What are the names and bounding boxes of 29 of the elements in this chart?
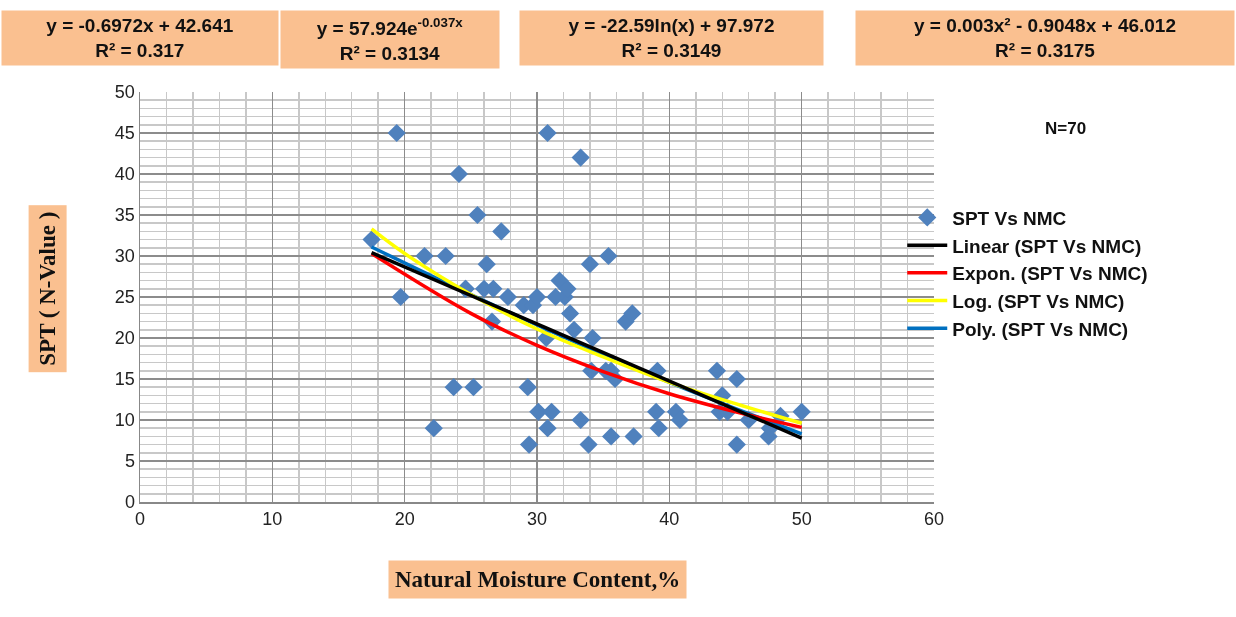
y-tick-label: 45 [114,123,135,144]
y-tick-label: 10 [114,410,135,431]
legend-label: Poly. (SPT Vs NMC) [952,318,1129,340]
y-tick-label: 20 [114,328,135,349]
y-tick-label: 40 [114,164,135,185]
y-axis-title: SPT ( N-Value ) [35,211,61,366]
x-tick-label: 10 [262,509,283,530]
text: y = 57.924e$^{-0.037x}$ R² = 0.3134 [316,15,464,64]
y-tick-label: 15 [114,369,135,390]
y-tick-label: 5 [124,451,135,472]
x-tick-label: 40 [659,509,680,530]
x-tick-label: 20 [394,509,415,530]
text: y = -0.6972x + 42.641 R² = 0.317 [46,15,234,61]
x-tick-label: 60 [923,509,945,530]
y-tick-label: 0 [124,492,135,513]
y-tick-label: 25 [114,287,135,308]
legend-label: Linear (SPT Vs NMC) [952,235,1142,257]
x-tick-label: 50 [791,509,812,530]
text: N=70 [1045,119,1087,138]
legend-label: Expon. (SPT Vs NMC) [952,263,1148,285]
x-axis-title: Natural Moisture Content,% [395,567,681,592]
text: y = -22.59ln(x) + 97.972 R² = 0.3149 [568,15,775,61]
x-tick-label: 30 [526,509,548,530]
text: y = 0.003x² - 0.9048x + 46.012 R² = 0.3175 [914,15,1176,61]
y-tick-label: 35 [114,205,135,226]
y-tick-label: 30 [114,246,135,267]
legend-label: Log. (SPT Vs NMC) [952,290,1125,312]
legend-label: SPT Vs NMC [952,207,1067,229]
y-tick-label: 50 [114,82,135,103]
